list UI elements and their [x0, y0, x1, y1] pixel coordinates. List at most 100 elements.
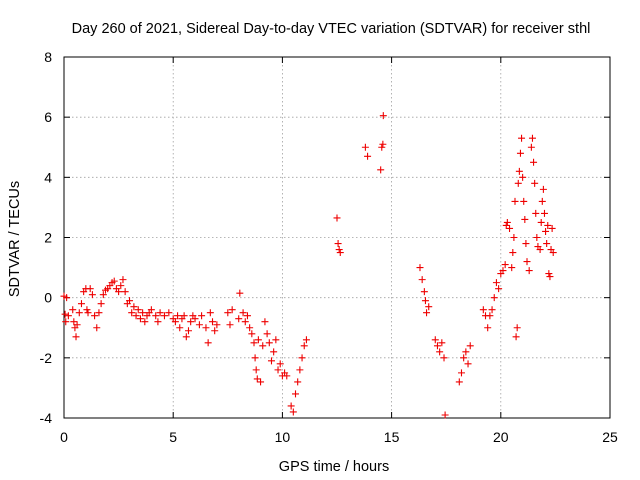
data-point: [121, 288, 129, 296]
data-point: [548, 224, 556, 232]
data-point: [259, 342, 267, 350]
data-point: [257, 378, 265, 386]
data-point: [294, 378, 302, 386]
data-point: [72, 333, 80, 341]
y-tick-label: 6: [44, 109, 52, 125]
data-point: [180, 312, 188, 320]
data-point: [455, 378, 463, 386]
data-point: [539, 185, 547, 193]
data-point: [209, 318, 217, 326]
data-point: [516, 149, 524, 157]
data-point: [379, 140, 387, 148]
data-point: [261, 318, 269, 326]
data-point: [479, 306, 487, 314]
data-point: [538, 197, 546, 205]
data-point: [334, 240, 342, 248]
data-point: [514, 179, 522, 187]
data-point: [441, 411, 449, 419]
data-point: [542, 227, 550, 235]
data-point: [420, 288, 428, 296]
data-point: [141, 318, 149, 326]
data-point: [64, 312, 72, 320]
data-point: [75, 309, 83, 317]
data-point: [253, 375, 261, 383]
data-point: [202, 324, 210, 332]
data-point: [62, 318, 70, 326]
x-tick-label: 15: [384, 429, 400, 445]
data-point: [522, 240, 530, 248]
data-point: [431, 336, 439, 344]
data-point: [513, 324, 521, 332]
data-point: [511, 197, 519, 205]
data-point: [518, 134, 526, 142]
data-point: [239, 309, 247, 317]
data-point: [160, 312, 168, 320]
data-point: [77, 300, 85, 308]
data-point: [263, 330, 271, 338]
x-tick-label: 10: [275, 429, 291, 445]
data-point: [99, 291, 107, 299]
data-point: [97, 300, 105, 308]
data-point: [270, 348, 278, 356]
data-point: [119, 276, 127, 284]
data-point: [267, 357, 275, 365]
data-point: [492, 279, 500, 287]
data-point: [292, 390, 300, 398]
data-point: [488, 306, 496, 314]
x-tick-label: 0: [60, 429, 68, 445]
data-point: [302, 336, 310, 344]
data-point: [88, 291, 96, 299]
data-point: [436, 348, 444, 356]
data-point: [110, 277, 118, 285]
y-tick-label: 0: [44, 290, 52, 306]
data-point: [195, 321, 203, 329]
data-point: [213, 321, 221, 329]
data-point: [156, 309, 164, 317]
data-point: [530, 158, 538, 166]
data-point: [423, 309, 431, 317]
data-point: [533, 234, 541, 241]
data-point: [134, 306, 142, 314]
data-point: [486, 312, 494, 320]
data-point: [502, 221, 510, 229]
data-point: [115, 288, 123, 296]
data-point: [544, 221, 552, 229]
data-point: [147, 306, 155, 314]
y-tick-label: 8: [44, 49, 52, 65]
y-tick-label: -4: [40, 410, 53, 426]
data-point: [462, 348, 470, 356]
data-point: [532, 209, 540, 217]
data-point: [464, 360, 472, 368]
data-point: [130, 303, 138, 311]
data-point: [243, 312, 251, 320]
data-point: [520, 197, 528, 205]
data-point: [132, 312, 140, 320]
data-point: [165, 309, 173, 317]
data-point: [228, 306, 236, 314]
data-point: [93, 324, 101, 332]
data-point: [83, 306, 91, 314]
data-point: [433, 342, 441, 350]
data-point: [136, 315, 144, 323]
data-point: [543, 240, 551, 248]
data-point: [438, 339, 446, 347]
data-point: [248, 330, 256, 338]
data-point: [457, 369, 465, 377]
data-point: [70, 318, 78, 326]
data-point: [61, 310, 69, 318]
data-point: [377, 166, 385, 174]
data-point: [512, 333, 520, 341]
data-points: [60, 112, 557, 419]
data-point: [298, 354, 306, 362]
data-point: [537, 218, 545, 226]
data-point: [184, 327, 192, 335]
data-point: [460, 354, 468, 362]
data-point: [128, 309, 136, 317]
data-point: [176, 324, 184, 332]
data-point: [549, 249, 557, 257]
data-point: [296, 366, 304, 374]
data-point: [416, 264, 424, 272]
x-tick-label: 25: [602, 429, 618, 445]
data-point: [204, 339, 212, 347]
